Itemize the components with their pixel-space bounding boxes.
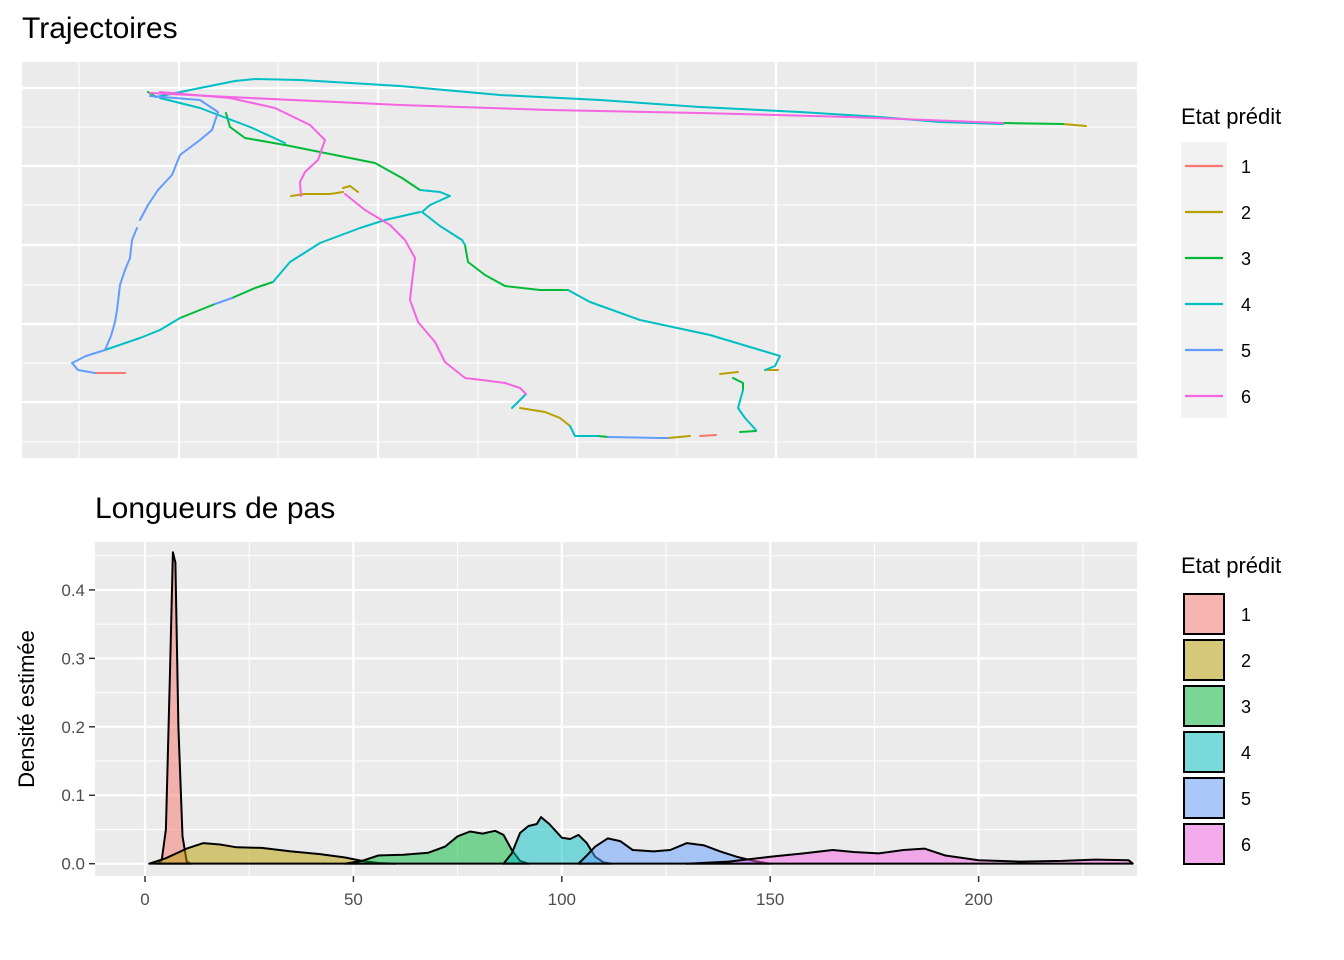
trajectory-segment-state-2 xyxy=(342,185,359,193)
density-y-tick-label: 0.3 xyxy=(61,649,85,668)
density-legend-label-5: 5 xyxy=(1241,789,1251,809)
trajectory-segment-state-3 xyxy=(1002,122,1064,125)
trajectory-segment-state-4 xyxy=(419,189,466,246)
trajectory-segment-state-5 xyxy=(71,349,106,374)
trajectory-segment-state-4 xyxy=(159,97,286,144)
trajectory-panel-background xyxy=(22,62,1137,458)
density-y-tick-label: 0.2 xyxy=(61,718,85,737)
density-legend: Etat prédit 1 2 3 4 5 6 xyxy=(1181,553,1281,865)
trajectory-segment-state-2 xyxy=(290,191,344,197)
trajectory-segment-state-3 xyxy=(732,377,744,391)
trajectory-segment-state-3 xyxy=(739,430,757,433)
density-x-tick-label: 0 xyxy=(140,890,149,909)
trajectory-legend-title: Etat prédit xyxy=(1181,104,1281,129)
trajectory-segment-state-6 xyxy=(159,91,326,197)
trajectory-segment-state-6 xyxy=(481,379,527,395)
density-chart: Longueurs de pas 0 50 100 150 200 0.00.10.20… xyxy=(14,492,1281,909)
trajectory-segment-state-5 xyxy=(214,297,233,305)
density-legend-title: Etat prédit xyxy=(1181,553,1281,578)
density-y-tick-label: 0.1 xyxy=(61,786,85,805)
density-legend-key-6 xyxy=(1183,823,1225,865)
trajectory-legend-label-4: 4 xyxy=(1241,295,1251,315)
trajectory-segment-state-2 xyxy=(667,435,691,439)
density-legend-label-1: 1 xyxy=(1241,605,1251,625)
trajectory-segment-state-2 xyxy=(719,371,739,375)
trajectory-segment-state-6 xyxy=(149,92,1004,124)
trajectory-legend-label-6: 6 xyxy=(1241,387,1251,407)
trajectory-segment-state-3 xyxy=(597,435,609,438)
density-legend-key-4 xyxy=(1183,731,1225,773)
trajectory-segment-state-4 xyxy=(272,211,421,283)
trajectory-segment-state-5 xyxy=(104,227,138,351)
density-legend-key-5 xyxy=(1183,777,1225,819)
density-title: Longueurs de pas xyxy=(95,492,335,525)
trajectory-segment-state-3 xyxy=(179,303,216,319)
density-legend-label-2: 2 xyxy=(1241,651,1251,671)
trajectory-segment-state-2 xyxy=(1062,123,1087,127)
density-y-axis: 0.0 0.1 0.2 0.3 0.4 xyxy=(61,581,95,874)
density-x-tick-label: 150 xyxy=(756,890,784,909)
trajectory-segment-state-4 xyxy=(737,389,757,431)
density-areas xyxy=(148,551,1134,865)
trajectory-grid xyxy=(22,62,1137,458)
density-x-tick-label: 200 xyxy=(964,890,992,909)
trajectory-legend-label-3: 3 xyxy=(1241,249,1251,269)
trajectory-segment-state-3 xyxy=(231,281,274,299)
trajectory-segment-state-2 xyxy=(519,407,571,427)
trajectory-segment-state-4 xyxy=(104,317,181,351)
trajectory-title: Trajectoires xyxy=(22,12,178,45)
trajectory-legend-label-1: 1 xyxy=(1241,157,1251,177)
density-legend-key-2 xyxy=(1183,639,1225,681)
density-y-tick-label: 0.0 xyxy=(61,855,85,874)
trajectory-segment-state-5 xyxy=(139,95,219,221)
trajectory-segment-state-4 xyxy=(155,78,1004,125)
density-legend-key-3 xyxy=(1183,685,1225,727)
trajectory-legend-keys: 1 2 3 4 5 6 xyxy=(1185,157,1251,407)
density-x-tick-label: 50 xyxy=(344,890,363,909)
trajectory-legend: Etat prédit 1 2 3 4 5 6 xyxy=(1181,104,1281,418)
trajectory-chart: Trajectoires Etat prédit 1 2 3 4 5 6 xyxy=(22,12,1281,458)
density-y-tick-label: 0.4 xyxy=(61,581,85,600)
density-x-axis: 0 50 100 150 200 xyxy=(140,876,993,909)
trajectory-segment-state-4 xyxy=(569,425,599,437)
density-legend-label-3: 3 xyxy=(1241,697,1251,717)
trajectory-segment-state-4 xyxy=(567,289,781,371)
trajectory-legend-label-5: 5 xyxy=(1241,341,1251,361)
density-area-state-6 xyxy=(685,847,1134,865)
trajectory-legend-keys-background xyxy=(1181,142,1227,418)
trajectory-segment-state-5 xyxy=(607,436,669,439)
trajectory-lines xyxy=(71,78,1087,439)
trajectory-segment-state-3 xyxy=(464,244,569,291)
density-legend-label-4: 4 xyxy=(1241,743,1251,763)
trajectory-segment-state-1 xyxy=(699,434,717,437)
trajectory-segment-state-6 xyxy=(344,193,483,381)
density-legend-keys: 1 2 3 4 5 6 xyxy=(1183,593,1251,865)
density-legend-label-6: 6 xyxy=(1241,835,1251,855)
density-x-tick-label: 100 xyxy=(548,890,576,909)
density-legend-key-1 xyxy=(1183,593,1225,635)
density-y-axis-title: Densité estimée xyxy=(14,630,39,788)
trajectory-segment-state-4 xyxy=(511,393,527,409)
density-panel-background xyxy=(95,542,1137,876)
trajectory-legend-label-2: 2 xyxy=(1241,203,1251,223)
